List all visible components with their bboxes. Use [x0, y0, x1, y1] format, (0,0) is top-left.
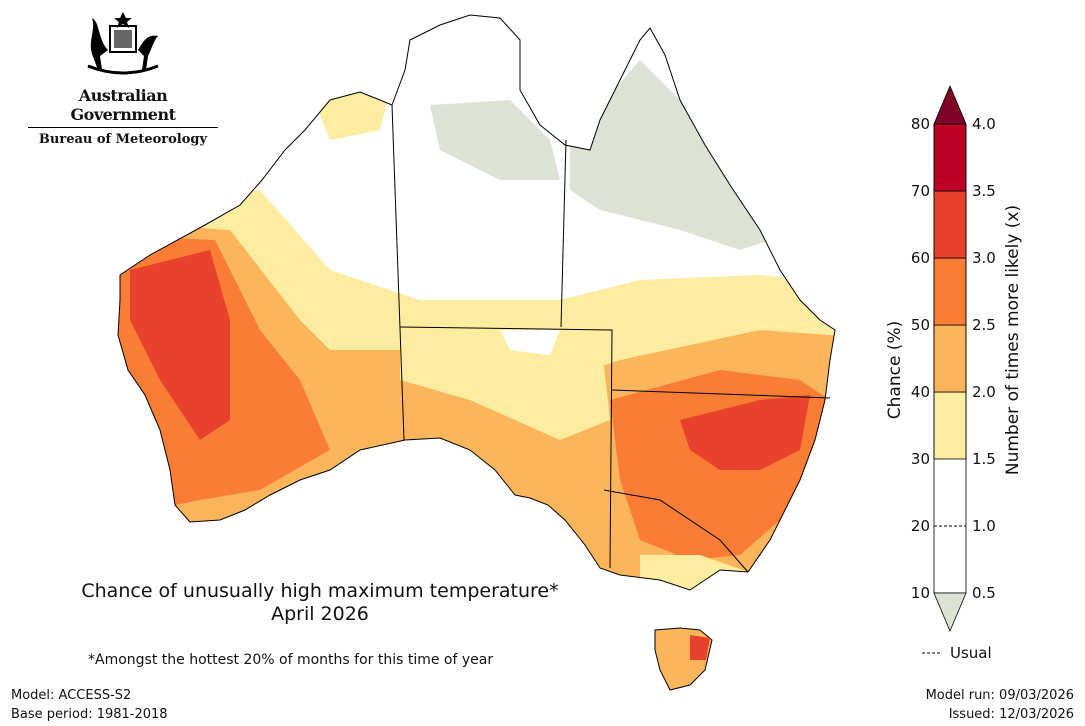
tasmania-hotspot [690, 635, 710, 660]
legend-left-tick: 60 [911, 249, 930, 267]
legend-right-tick: 0.5 [972, 584, 996, 602]
government-logo: Australian Government Bureau of Meteorol… [28, 10, 218, 147]
usual-label: Usual [950, 644, 992, 662]
legend-right-tick: 4.0 [972, 115, 996, 133]
title-line-2: April 2026 [271, 603, 369, 625]
legend-right-label: Number of times more likely (x) [1003, 205, 1023, 475]
legend-band [934, 459, 966, 526]
model-label: Model: ACCESS-S2 [11, 688, 132, 703]
legend-left-tick: 40 [911, 383, 930, 401]
legend-band [934, 526, 966, 593]
legend-band [933, 391, 967, 460]
legend-band [933, 324, 967, 393]
title-line-1: Chance of unusually high maximum tempera… [81, 580, 559, 602]
legend-left-tick: 80 [911, 115, 930, 133]
issued-label: Issued: 12/03/2026 [948, 707, 1074, 722]
legend-right-tick: 3.5 [972, 182, 996, 200]
legend-right-tick: 2.5 [972, 316, 996, 334]
agency-name: Australian Government [28, 86, 218, 128]
map-title: Chance of unusually high maximum tempera… [40, 580, 600, 626]
state-borders [391, 104, 831, 573]
footnote: *Amongst the hottest 20% of months for t… [88, 652, 494, 668]
legend-left-tick: 70 [911, 182, 930, 200]
legend-left-tick: 50 [911, 316, 930, 334]
base-period-label: Base period: 1981-2018 [11, 707, 168, 722]
legend-above-arrow [933, 84, 967, 125]
colour-legend: 10 20 30 40 50 60 70 80 0.5 1.0 1.5 2.0 2.5 3.0 3.5 4.… [885, 84, 1023, 662]
legend-left-tick: 10 [911, 584, 930, 602]
bureau-name: Bureau of Meteorology [38, 132, 208, 147]
coat-of-arms-icon [87, 12, 159, 75]
legend-right-tick: 1.0 [972, 517, 996, 535]
legend-left-tick: 20 [911, 517, 930, 535]
australia-map [117, 14, 836, 691]
legend-band [933, 123, 967, 192]
legend-left-tick: 30 [911, 450, 930, 468]
legend-band [933, 257, 967, 326]
legend-right-tick: 1.5 [972, 450, 996, 468]
legend-band [933, 190, 967, 259]
legend-below-arrow [933, 592, 967, 633]
model-run-label: Model run: 09/03/2026 [925, 688, 1074, 703]
legend-right-tick: 3.0 [972, 249, 996, 267]
legend-left-label: Chance (%) [885, 321, 905, 419]
legend-right-tick: 2.0 [972, 383, 996, 401]
